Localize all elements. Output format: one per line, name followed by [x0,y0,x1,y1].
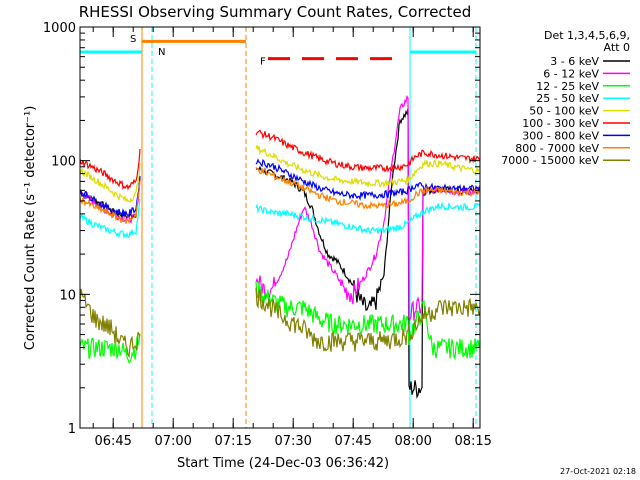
series-line-8 [79,287,481,359]
x-axis-label: Start Time (24-Dec-03 06:36:42) [177,456,389,471]
x-tick-label: 07:15 [214,434,251,449]
series-7 [79,166,481,225]
x-tick-label: 08:00 [394,434,431,449]
legend-label-6: 300 - 800 keV [522,129,599,142]
legend-label-1: 6 - 12 keV [543,67,599,80]
legend-label-4: 50 - 100 keV [529,105,599,118]
y-tick-label: 100 [51,155,76,170]
series-4 [79,145,481,204]
series-line-3 [79,199,481,240]
timestamp: 27-Oct-2021 02:18 [560,467,636,476]
legend-label-0: 3 - 6 keV [550,55,599,68]
series-3 [79,199,481,240]
legend-label-8: 7000 - 15000 keV [501,154,599,167]
legend-label-7: 800 - 7000 keV [515,142,599,155]
axes: 1 10 100 1000 06:45 07:00 07:15 07:30 07:45 08:00… [43,21,492,449]
series-8 [79,287,481,359]
legend-header-line-2: Att 0 [604,41,630,54]
y-axis-label: Corrected Count Rate (s⁻¹ detector⁻¹) [23,106,38,351]
x-tick-label: 07:30 [274,434,311,449]
annotation-f: F [260,57,266,68]
plot-area: S N F [79,27,481,428]
chart-title: RHESSI Observing Summary Count Rates, Co… [79,3,472,21]
plot-frame [79,26,481,429]
series-2 [79,281,481,364]
series-line-5 [79,129,481,191]
x-tick-label: 07:00 [154,434,191,449]
annotation-s: S [130,34,136,45]
x-tick-label: 06:45 [94,434,131,449]
series-line-7 [79,166,481,225]
legend-label-3: 25 - 50 keV [536,92,599,105]
series-5 [79,129,481,191]
legend-label-2: 12 - 25 keV [536,80,599,93]
series-line-2 [79,281,481,364]
legend-label-5: 100 - 300 keV [522,117,599,130]
x-tick-label: 08:15 [454,434,491,449]
y-tick-label: 1000 [43,21,76,36]
y-tick-label: 1 [68,422,76,437]
x-tick-label: 07:45 [334,434,371,449]
legend-header-line-1: Det 1,3,4,5,6,9, [544,29,630,42]
y-tick-label: 10 [59,288,76,303]
annotation-n: N [158,47,165,58]
series-line-4 [79,145,481,204]
